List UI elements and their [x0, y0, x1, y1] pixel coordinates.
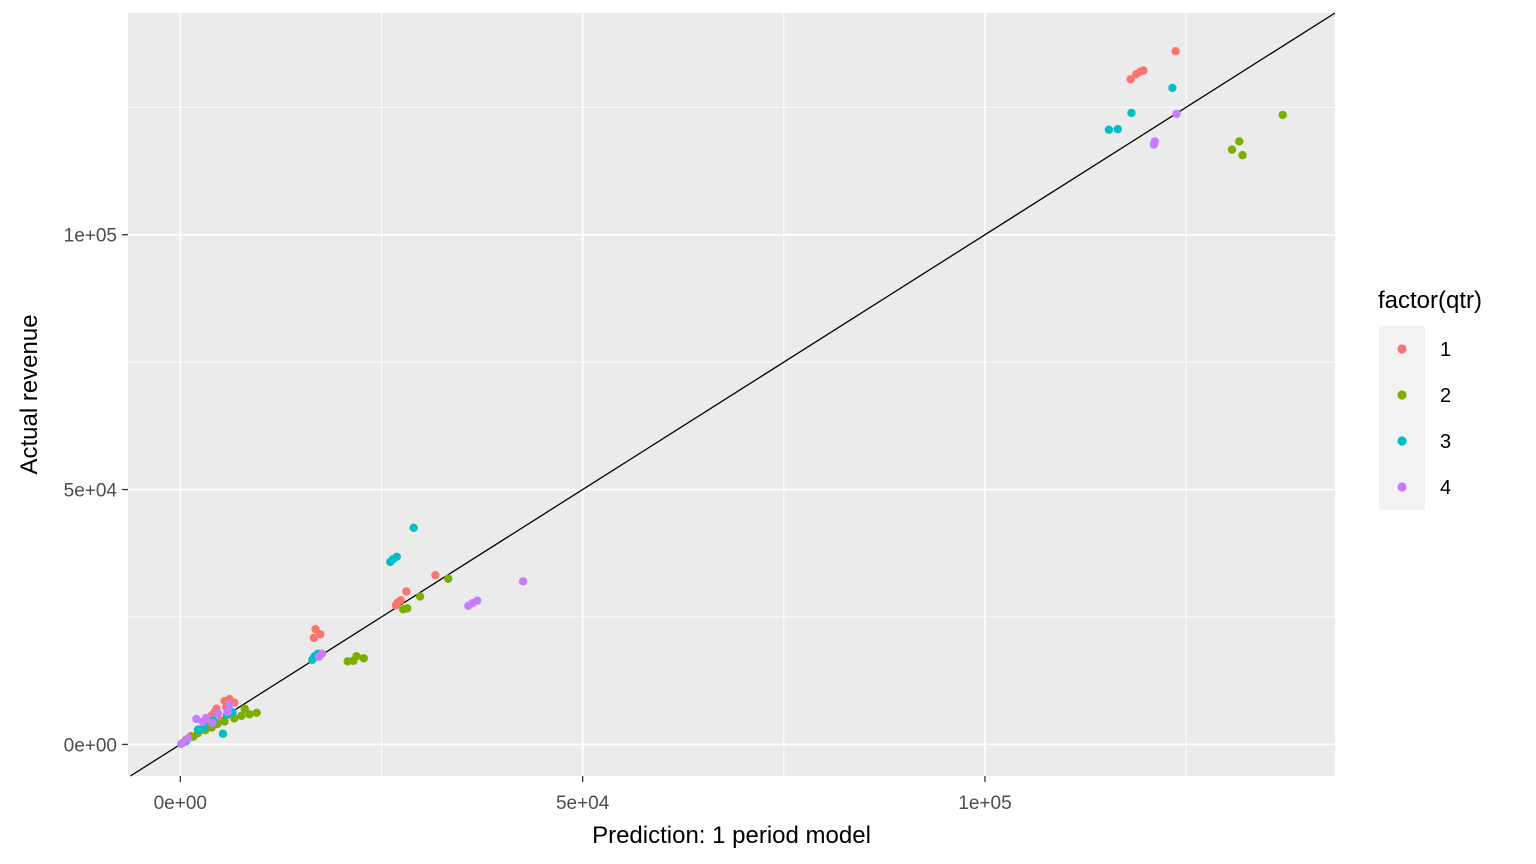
data-points: [176, 47, 1287, 749]
data-point-qtr-3: [386, 557, 395, 567]
x-axis-title: Prediction: 1 period model: [592, 822, 871, 849]
data-point-qtr-2: [245, 710, 254, 719]
data-point-qtr-4: [176, 739, 186, 749]
legend-label-qtr-3: 3: [1440, 431, 1451, 453]
data-point-qtr-1: [402, 587, 411, 596]
data-point-qtr-2: [220, 717, 229, 726]
data-point-qtr-4: [223, 707, 232, 716]
data-point-qtr-1: [391, 601, 401, 610]
identity-line: [130, 12, 1336, 777]
data-point-qtr-3: [308, 655, 317, 664]
data-point-qtr-4: [464, 601, 473, 610]
data-point-qtr-1: [1171, 47, 1180, 56]
data-point-qtr-4: [213, 709, 223, 718]
legend-title: factor(qtr): [1378, 287, 1482, 314]
legend-swatch-qtr-3: [1397, 436, 1407, 446]
x-axis: 0e+00 5e+04 1e+05: [154, 776, 1012, 814]
legend-swatch-qtr-2: [1397, 390, 1407, 400]
identity-line-group: [130, 12, 1336, 777]
y-axis: 0e+00 5e+04 1e+05: [64, 226, 128, 756]
data-point-qtr-4: [1172, 109, 1181, 119]
data-point-qtr-2: [359, 654, 368, 663]
data-point-qtr-2: [415, 592, 425, 601]
legend-label-qtr-2: 2: [1440, 385, 1451, 407]
data-point-qtr-2: [240, 704, 249, 713]
y-axis-title: Actual revenue: [16, 314, 43, 474]
data-point-qtr-3: [409, 523, 418, 532]
data-point-qtr-4: [225, 700, 234, 709]
legend-label-qtr-1: 1: [1440, 339, 1451, 361]
data-point-qtr-2: [444, 574, 453, 583]
data-point-qtr-1: [316, 630, 325, 639]
data-point-qtr-2: [1238, 151, 1247, 160]
legend-label-qtr-4: 4: [1440, 477, 1451, 499]
data-point-qtr-3: [218, 729, 228, 738]
data-point-qtr-2: [1235, 137, 1244, 146]
minor-gridlines: [128, 13, 1335, 776]
data-point-qtr-2: [398, 605, 408, 614]
data-point-qtr-4: [198, 717, 208, 727]
x-tick-label: 0e+00: [154, 793, 207, 814]
data-point-qtr-2: [237, 711, 246, 721]
data-point-qtr-3: [1168, 83, 1177, 93]
data-point-qtr-4: [184, 734, 193, 743]
legend-items: 1 2 3 4: [1397, 339, 1451, 499]
x-tick-label: 1e+05: [958, 793, 1011, 814]
data-point-qtr-2: [252, 708, 261, 717]
data-point-qtr-3: [1127, 108, 1136, 118]
legend-key-background: [1379, 326, 1425, 510]
data-point-qtr-4: [518, 577, 528, 586]
data-point-qtr-3: [193, 725, 203, 734]
data-point-qtr-2: [1227, 145, 1237, 154]
data-point-qtr-4: [208, 718, 217, 728]
legend: factor(qtr) 1 2 3 4: [1378, 287, 1482, 510]
data-point-qtr-1: [1139, 66, 1148, 75]
data-point-qtr-4: [1149, 140, 1159, 149]
major-gridlines: [128, 13, 1335, 776]
data-point-qtr-1: [431, 570, 440, 580]
data-point-qtr-2: [1278, 110, 1287, 120]
legend-swatch-qtr-4: [1397, 482, 1407, 492]
data-point-qtr-3: [1104, 125, 1114, 134]
y-tick-label: 1e+05: [64, 226, 117, 247]
x-tick-label: 5e+04: [556, 793, 610, 814]
y-tick-label: 0e+00: [64, 735, 117, 756]
data-point-qtr-1: [309, 633, 319, 643]
y-tick-label: 5e+04: [64, 481, 118, 502]
data-point-qtr-2: [343, 657, 352, 666]
data-point-qtr-1: [1126, 75, 1135, 84]
data-point-qtr-4: [192, 714, 201, 724]
data-point-qtr-3: [1113, 125, 1122, 134]
legend-swatch-qtr-1: [1397, 344, 1407, 354]
data-point-qtr-4: [314, 652, 323, 661]
